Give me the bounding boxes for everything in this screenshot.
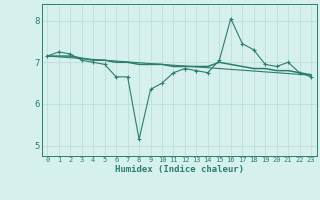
- X-axis label: Humidex (Indice chaleur): Humidex (Indice chaleur): [115, 165, 244, 174]
